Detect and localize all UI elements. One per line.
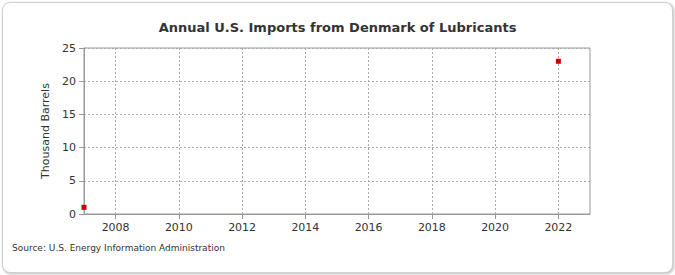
svg-text:2016: 2016 — [355, 221, 383, 234]
svg-text:2012: 2012 — [228, 221, 256, 234]
svg-text:5: 5 — [69, 174, 76, 187]
svg-text:2014: 2014 — [291, 221, 319, 234]
svg-text:2008: 2008 — [102, 221, 130, 234]
svg-text:15: 15 — [62, 108, 76, 121]
svg-text:2020: 2020 — [481, 221, 509, 234]
svg-text:0: 0 — [69, 208, 76, 221]
svg-text:2018: 2018 — [418, 221, 446, 234]
svg-text:Thousand Barrels: Thousand Barrels — [39, 83, 52, 180]
svg-text:Source: U.S. Energy Informatio: Source: U.S. Energy Information Administ… — [12, 243, 225, 253]
svg-text:20: 20 — [62, 75, 76, 88]
svg-text:2010: 2010 — [165, 221, 193, 234]
svg-text:10: 10 — [62, 141, 76, 154]
svg-text:2022: 2022 — [544, 221, 572, 234]
svg-text:25: 25 — [62, 42, 76, 55]
svg-text:Annual U.S. Imports from Denma: Annual U.S. Imports from Denmark of Lubr… — [159, 20, 517, 35]
